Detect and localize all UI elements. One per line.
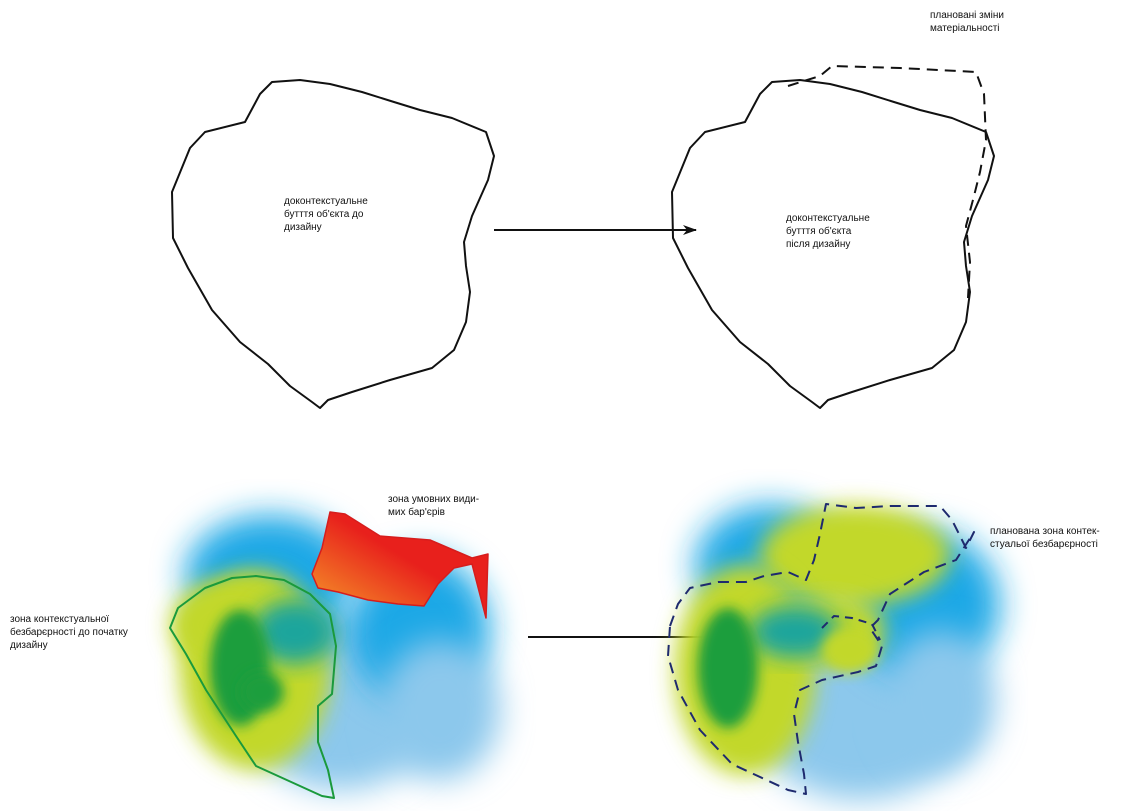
planned-material-changes-label-line-2: матеріальності [930, 23, 1000, 34]
context-accessibility-before-label-line-1: зона контекстуальної [10, 614, 109, 625]
object-after-design-label-line-2: бутття об'єкта [786, 225, 852, 237]
context-accessibility-before-label-line-3: дизайну [10, 640, 48, 651]
object-after-design-label-line-1: доконтекстуальне [786, 213, 870, 224]
context-before-design-color-field [170, 515, 500, 790]
object-before-design-outline [171, 79, 495, 409]
context-accessibility-before-outline [169, 575, 337, 799]
planned-material-changes-label-line-1: плановані зміни [930, 10, 1004, 21]
context-accessibility-before-label: зона контекстуальної безбарєрності до по… [10, 614, 131, 651]
object-before-design-label: доконтекстуальне бутття об'єкта до дизай… [284, 196, 371, 233]
context-after-design-group: планована зона контек- стуальої безбарєр… [667, 503, 1103, 800]
planned-accessibility-label-line-2: стуальої безбарєрності [990, 538, 1098, 550]
planned-accessibility-zone-dashed-outline [667, 503, 975, 795]
object-after-design-label-line-3: після дизайну [786, 239, 850, 250]
visible-barriers-label-line-2: мих бар'єрів [388, 506, 445, 518]
object-before-design-label-line-2: бутття об'єкта до [284, 208, 364, 220]
object-after-design-outline [671, 79, 995, 409]
object-before-design-group: доконтекстуальне бутття об'єкта до дизай… [171, 79, 495, 409]
planned-accessibility-label: планована зона контек- стуальої безбарєр… [990, 526, 1103, 550]
object-before-design-label-line-3: дизайну [284, 222, 322, 233]
visible-barriers-label: зона умовних види- мих бар'єрів [388, 494, 482, 518]
context-after-design-color-field [675, 505, 1000, 800]
planned-accessibility-inner-dashed-outline [821, 614, 881, 641]
planned-material-changes-dashed-outline [787, 64, 988, 299]
object-after-design-label: доконтекстуальне бутття об'єкта після ди… [786, 213, 873, 250]
visible-barriers-label-line-1: зона умовних види- [388, 494, 479, 505]
object-after-design-group: доконтекстуальне бутття об'єкта після ди… [671, 10, 1007, 409]
context-before-design-group: зона умовних види- мих бар'єрів зона кон… [10, 494, 500, 799]
planned-accessibility-label-line-1: планована зона контек- [990, 526, 1100, 537]
context-accessibility-before-label-line-2: безбарєрності до початку [10, 626, 128, 638]
object-before-design-label-line-1: доконтекстуальне [284, 196, 368, 207]
visible-barriers-zone [311, 511, 489, 619]
planned-material-changes-label: плановані зміни матеріальності [930, 10, 1007, 34]
